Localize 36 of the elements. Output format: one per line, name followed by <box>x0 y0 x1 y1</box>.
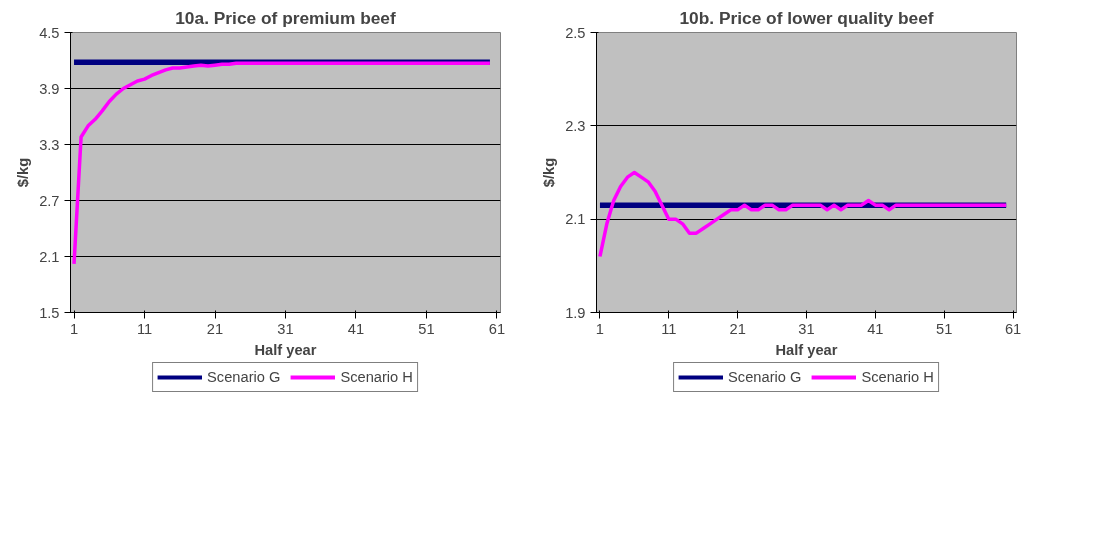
y-tick-label: 2.1 <box>39 248 60 265</box>
x-tick-label: 31 <box>798 320 815 337</box>
x-tick-label: 31 <box>277 320 294 337</box>
x-tick-label: 41 <box>867 320 884 337</box>
x-tick-label: 11 <box>136 320 153 337</box>
y-tick-label: 3.3 <box>39 136 60 153</box>
x-axis-title: Half year <box>775 341 838 358</box>
chart-title: 10a. Price of premium beef <box>175 7 396 28</box>
legend-label: Scenario G <box>728 369 802 385</box>
y-axis-title: $/kg <box>541 157 558 188</box>
line-series <box>72 61 492 266</box>
x-axis-title: Half year <box>254 341 317 358</box>
y-tick-label: 4.5 <box>39 24 60 41</box>
x-tick-label: 1 <box>69 320 79 337</box>
y-axis-title: $/kg <box>15 157 32 188</box>
x-tick-label: 61 <box>1004 320 1022 337</box>
x-tick-label: 61 <box>488 320 506 337</box>
line-series <box>598 170 1008 259</box>
x-tick-label: 51 <box>936 320 953 337</box>
y-tick-label: 2.3 <box>565 117 586 134</box>
x-tick-label: 1 <box>595 320 605 337</box>
y-tick-label: 2.1 <box>565 211 586 228</box>
chart-title: 10b. Price of lower quality beef <box>679 7 934 28</box>
x-tick-label: 51 <box>418 320 435 337</box>
x-tick-label: 21 <box>729 320 746 337</box>
x-tick-label: 41 <box>347 320 365 337</box>
y-tick-label: 1.9 <box>565 304 586 321</box>
legend-label: Scenario G <box>207 369 281 385</box>
x-tick-label: 21 <box>206 320 224 337</box>
y-tick-label: 1.5 <box>39 304 60 321</box>
y-tick-label: 3.9 <box>39 80 60 97</box>
legend-label: Scenario H <box>861 369 934 385</box>
legend-label: Scenario H <box>340 369 413 385</box>
y-tick-label: 2.7 <box>39 192 60 209</box>
x-tick-label: 11 <box>661 320 677 337</box>
y-tick-label: 2.5 <box>565 24 586 41</box>
